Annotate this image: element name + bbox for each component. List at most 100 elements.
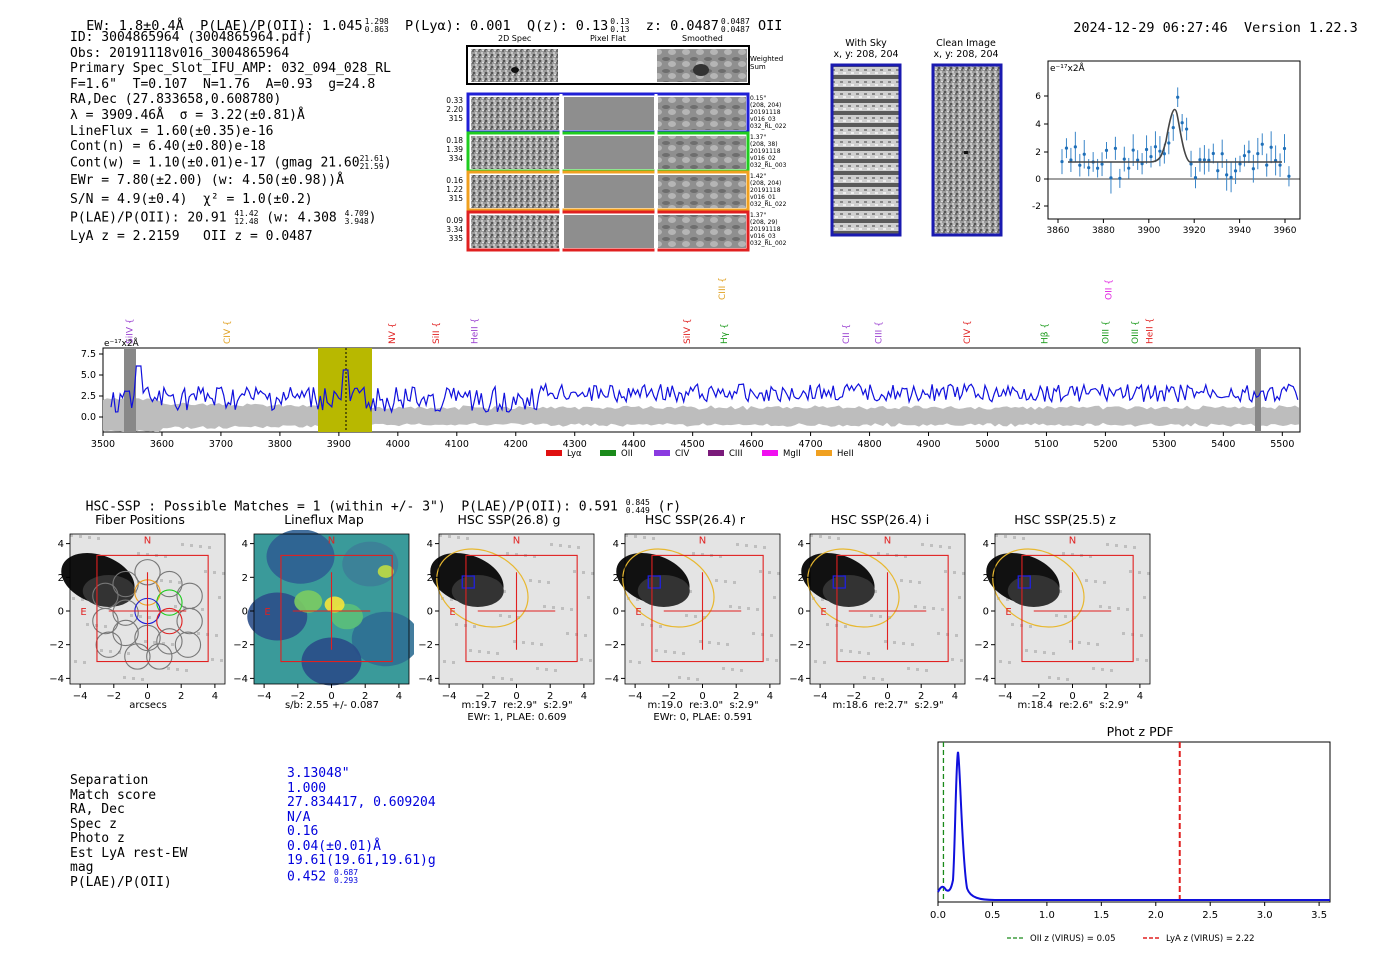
zoom-point	[1104, 148, 1109, 152]
with-sky-title: With Sky	[845, 38, 887, 49]
svg-text:SiIV {: SiIV {	[126, 318, 136, 344]
fiber-info-1: 0.15" (208, 204) 20191118 v016_03 032_RL…	[750, 95, 787, 130]
cont-w: Cont(w) = 1.10(±0.01)e-17 (gmag 21.60	[70, 155, 360, 171]
hsc-panel-plot: N E −4 −2 0 2 4 4 2 0 −2 −4	[790, 533, 966, 702]
hsc-ytick-label: 2	[798, 573, 804, 584]
zoom-point	[1078, 163, 1082, 167]
zoom-point	[1207, 158, 1211, 162]
zoom-point	[1225, 173, 1229, 177]
plae-header-hi: 1.298	[364, 17, 389, 26]
legend-lya: LyA z (VIRUS) = 2.22	[1166, 934, 1255, 944]
zoom-point	[1127, 166, 1131, 170]
hsc-ytick-label: 4	[242, 539, 248, 550]
match-value: 0.04(±0.01)Å	[287, 838, 381, 854]
legend-swatch	[546, 450, 562, 456]
zoom-point	[1082, 152, 1086, 156]
east-label: E	[1005, 607, 1011, 618]
hsc-ytick-label: 4	[798, 539, 804, 550]
full-xticks: 3500 3600 3700 3800 3900 4000 4100 4200 4300 4400…	[91, 432, 1294, 450]
legend-label: CIV	[675, 449, 689, 459]
zoom-point	[1216, 169, 1220, 173]
with-sky-image	[830, 63, 902, 237]
hsc-panel: HSC SSP(26.4) i N E −4 −2 0 2 4 4 2 0 −2 −4 m:18.6 re…	[790, 512, 970, 727]
match-plae-hi: 0.687	[333, 867, 359, 877]
svg-text:OIII {: OIII {	[1101, 320, 1111, 344]
hsc-xtick-label: 2	[547, 691, 553, 702]
hsc-xtick-label: 2	[733, 691, 739, 702]
full-xtick-label: 3800	[268, 439, 292, 450]
zoom-point	[1247, 150, 1251, 154]
full-xtick-label: 4200	[504, 439, 528, 450]
hsc-xtick-label: 4	[952, 691, 958, 702]
svg-text:OII {: OII {	[1104, 279, 1114, 300]
info-line: ID: 3004865964 (3004865964.pdf)	[70, 30, 313, 45]
svg-text:HeII {: HeII {	[470, 318, 480, 344]
col-label-flat: Pixel Flat	[590, 34, 626, 43]
line-marker-siiv: SiIV {	[683, 318, 693, 344]
hsc-panel: HSC SSP(26.4) r N E −4 −2 0 2 4 4 2 0 −2 −4 m:19.0 re…	[605, 512, 785, 727]
zoom-point	[1229, 175, 1233, 179]
zoom-point	[1122, 157, 1126, 161]
svg-text:CII {: CII {	[842, 324, 852, 344]
hsc-ytick-label: 0	[427, 607, 433, 618]
zoom-point	[1180, 121, 1184, 125]
legend-swatch	[708, 450, 724, 456]
zoom-point	[1158, 149, 1162, 153]
hsc-panel-plot: N E −4 −2 0 2 4 4 2 0 −2 −4	[975, 533, 1151, 702]
zoom-point	[1118, 176, 1122, 181]
header-bar: EW: 1.8±0.4Å P(LAE)/P(OII): 1.045 1.298 0.…	[70, 2, 782, 35]
hsc-panel-caption: m:18.6 re:2.7" s:2.9"	[832, 700, 944, 711]
line-marker-siiv: SiIV {	[126, 318, 136, 344]
clean-header: Clean Image x, y: 208, 204	[925, 38, 1007, 60]
plae2-lo: 12.48	[234, 216, 259, 226]
match-label: P(LAE)/P(OII)	[70, 874, 172, 890]
hsc-ytick-label: −2	[419, 640, 433, 651]
zoom-point	[1144, 147, 1149, 152]
zoom-point	[1233, 169, 1238, 173]
north-label: N	[1069, 536, 1076, 547]
weighted-sum-2d	[471, 49, 558, 82]
photz-xtick-label: 0.0	[930, 910, 946, 921]
line-marker-siii: SiII {	[432, 322, 442, 344]
full-xtick-label: 3900	[327, 439, 351, 450]
photz-xtick-label: 1.0	[1039, 910, 1055, 921]
hsc-ytick-label: −4	[975, 674, 989, 685]
hsc-panel: Fiber Positions N E −4 −2 0 2 4 4 2 0 −2 −4 arcsecs	[50, 512, 230, 727]
plae-header: P(LAE)/P(OII): 1.045	[200, 18, 363, 34]
z-value: z: 0.0487	[645, 18, 719, 34]
hsc-xtick-label: 0	[884, 691, 890, 702]
hsc-xtick-label: 0	[328, 691, 334, 702]
zoom-point	[1069, 158, 1073, 162]
svg-text:Hβ {: Hβ {	[1041, 323, 1051, 344]
hsc-ytick-label: 2	[983, 573, 989, 584]
hsc-xtick-label: −2	[106, 691, 121, 702]
match-label: mag	[70, 860, 94, 875]
hsc-xtick-label: 4	[767, 691, 773, 702]
plae2-hi: 41.42	[234, 208, 259, 218]
plya-value: P(Lyα): 0.001	[405, 18, 511, 34]
zoom-point	[1269, 145, 1273, 149]
hsc-ytick-label: 4	[613, 539, 619, 550]
emission-window	[318, 348, 372, 432]
clean-image	[931, 63, 1003, 237]
with-sky-xy: x, y: 208, 204	[833, 49, 899, 60]
zoom-point	[1131, 148, 1135, 152]
north-label: N	[884, 536, 891, 547]
zoom-point	[1202, 158, 1206, 162]
hsc-panel-title: HSC SSP(26.4) r	[644, 512, 746, 527]
hsc-summary: HSC-SSP : Possible Matches = 1 (within +…	[70, 484, 681, 515]
match-label: Est LyA rest-EW	[70, 845, 188, 861]
zoom-point	[1140, 162, 1144, 166]
full-xtick-label: 3600	[150, 439, 174, 450]
hsc-xtick-label: 2	[918, 691, 924, 702]
fiber-nums-1: 0.33 2.20 315	[446, 96, 463, 123]
fiber-row-2	[466, 131, 750, 173]
full-ytick-label: 0.0	[81, 412, 96, 423]
match-labels: Separation Match score RA, Dec Spec z Ph…	[70, 773, 188, 890]
plae2-w-hi: 4.709	[344, 208, 369, 218]
hsc-panel-caption: arcsecs	[129, 700, 167, 711]
full-xtick-label: 5500	[1270, 439, 1294, 450]
line-marker-hβ: Hβ {	[1041, 323, 1051, 344]
full-xtick-label: 4700	[798, 439, 822, 450]
match-value: 3.13048"	[287, 766, 350, 781]
